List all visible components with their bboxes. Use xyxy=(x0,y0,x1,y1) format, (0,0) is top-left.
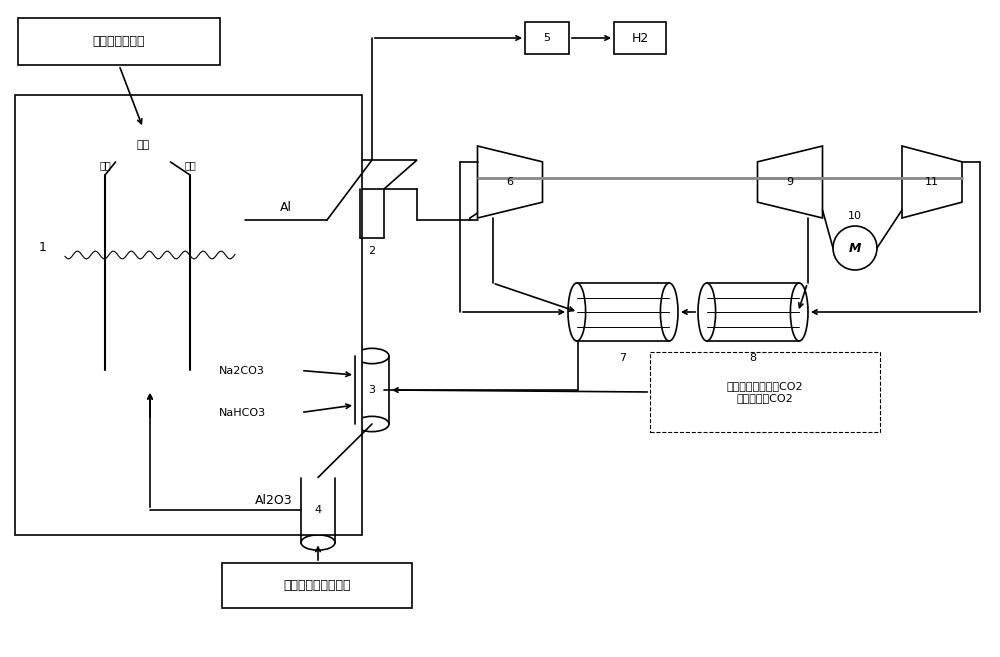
Bar xyxy=(222,563,412,608)
Ellipse shape xyxy=(568,283,586,341)
Ellipse shape xyxy=(790,283,808,341)
Text: Al2O3: Al2O3 xyxy=(255,493,293,507)
Polygon shape xyxy=(902,146,962,218)
Text: Al: Al xyxy=(280,201,292,214)
Text: 6: 6 xyxy=(507,177,514,187)
Ellipse shape xyxy=(301,470,335,485)
Text: 可再生能源作为热源: 可再生能源作为热源 xyxy=(283,579,351,592)
Text: 5: 5 xyxy=(544,33,550,43)
Bar xyxy=(88,128,198,162)
Polygon shape xyxy=(478,146,542,218)
Text: 电源: 电源 xyxy=(136,140,150,150)
Text: 3: 3 xyxy=(368,385,376,395)
Text: Na2CO3: Na2CO3 xyxy=(219,365,265,376)
Text: 可再生能源发电: 可再生能源发电 xyxy=(93,35,145,48)
Text: 10: 10 xyxy=(848,211,862,221)
Circle shape xyxy=(833,226,877,270)
Text: M: M xyxy=(849,242,861,254)
Text: 1: 1 xyxy=(39,241,47,254)
Text: 8: 8 xyxy=(749,353,757,363)
Bar xyxy=(525,22,569,54)
Bar xyxy=(183,353,301,388)
Text: 来自燃煤电站烟气CO2
捕集装置的CO2: 来自燃煤电站烟气CO2 捕集装置的CO2 xyxy=(727,381,803,403)
Bar xyxy=(55,105,245,390)
Ellipse shape xyxy=(698,283,716,341)
Text: 2: 2 xyxy=(368,246,376,256)
Text: H2: H2 xyxy=(631,32,649,45)
Bar xyxy=(15,95,362,535)
Bar xyxy=(614,22,666,54)
Text: 9: 9 xyxy=(786,177,794,187)
Polygon shape xyxy=(327,160,417,189)
Text: 4: 4 xyxy=(314,505,322,515)
Text: 11: 11 xyxy=(925,177,939,187)
Ellipse shape xyxy=(301,535,335,550)
Ellipse shape xyxy=(660,283,678,341)
Bar xyxy=(183,395,301,430)
Bar xyxy=(18,18,220,65)
Polygon shape xyxy=(758,146,822,218)
Text: NaHCO3: NaHCO3 xyxy=(218,407,266,417)
Text: 阴极: 阴极 xyxy=(184,160,196,170)
Bar xyxy=(650,352,880,432)
Ellipse shape xyxy=(355,417,389,432)
Ellipse shape xyxy=(355,348,389,364)
Text: 7: 7 xyxy=(619,353,627,363)
Text: 阳极: 阳极 xyxy=(99,160,111,170)
